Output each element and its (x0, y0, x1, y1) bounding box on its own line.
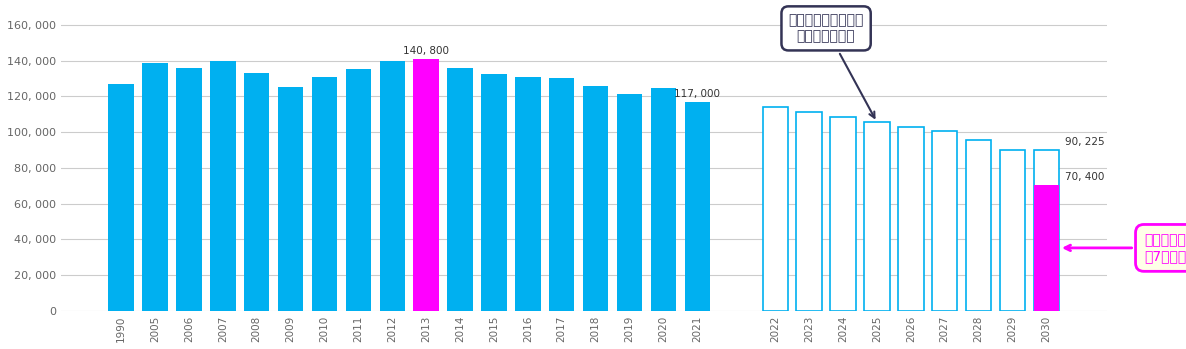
Bar (345, 69, 371, 311)
Bar (865, 122, 890, 311)
Bar (414, 59, 439, 311)
Bar (515, 77, 541, 311)
Bar (1034, 185, 1059, 311)
Text: 117, 000: 117, 000 (675, 89, 720, 99)
Bar (830, 117, 856, 311)
Text: 毎年、今のペースで
削減できた場合: 毎年、今のペースで 削減できた場合 (789, 13, 874, 118)
Bar (684, 102, 710, 311)
Bar (549, 79, 574, 311)
Text: 政府の目標
約7億トン: 政府の目標 約7億トン (1065, 233, 1186, 263)
Bar (312, 77, 337, 311)
Bar (1000, 149, 1025, 311)
Bar (380, 61, 404, 311)
Bar (482, 74, 506, 311)
Bar (651, 88, 676, 311)
Bar (1034, 149, 1059, 311)
Bar (898, 127, 924, 311)
Text: 90, 225: 90, 225 (1065, 137, 1104, 147)
Bar (797, 112, 822, 311)
Bar (142, 63, 167, 311)
Bar (584, 87, 608, 311)
Bar (244, 73, 269, 311)
Bar (763, 107, 788, 311)
Bar (965, 140, 991, 311)
Bar (210, 61, 236, 311)
Text: 140, 800: 140, 800 (403, 46, 449, 57)
Bar (108, 84, 134, 311)
Text: 70, 400: 70, 400 (1065, 172, 1104, 182)
Bar (278, 87, 304, 311)
Bar (932, 131, 957, 311)
Bar (177, 68, 202, 311)
Bar (447, 68, 473, 311)
Bar (617, 94, 643, 311)
